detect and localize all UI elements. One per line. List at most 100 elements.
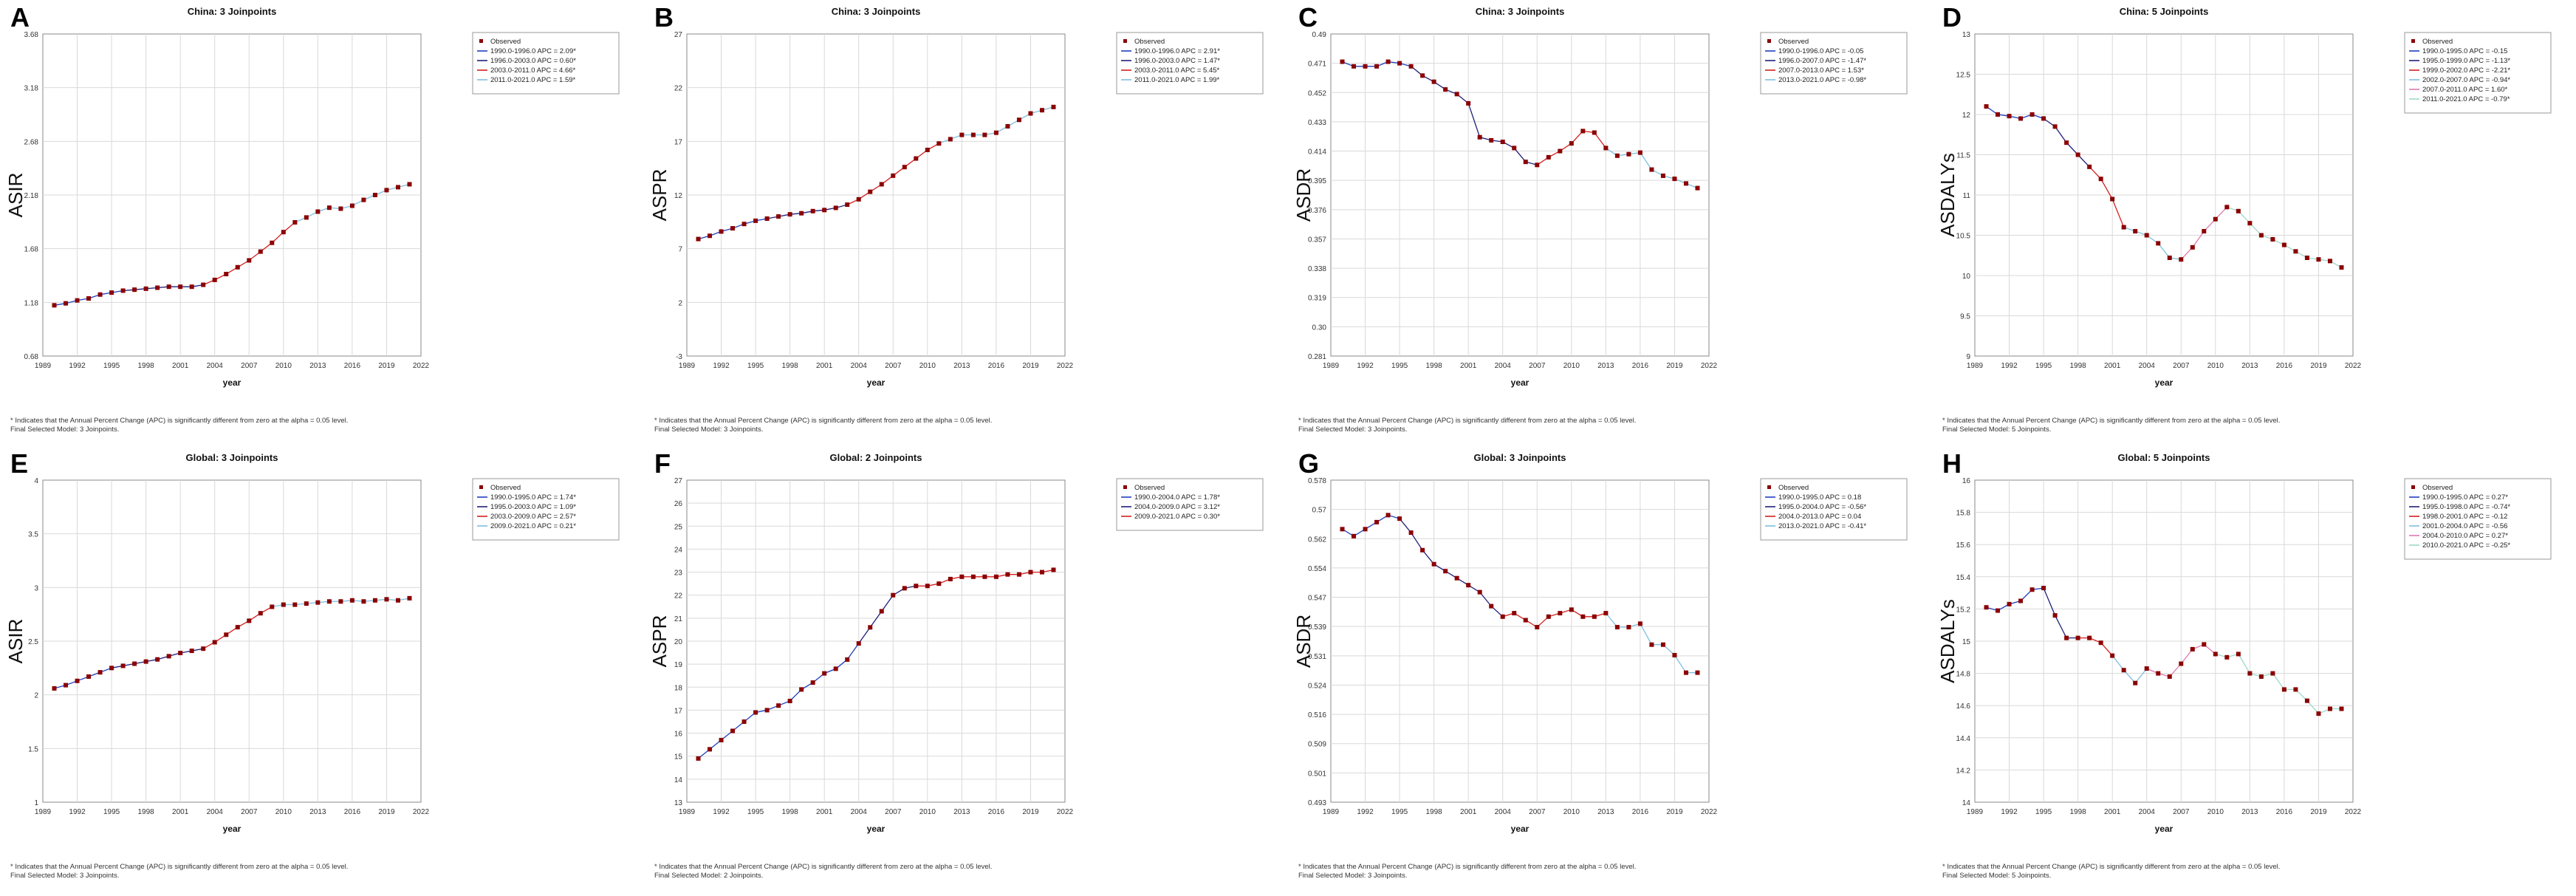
observed-point xyxy=(1363,527,1368,532)
footnote-apc: * Indicates that the Annual Percent Chan… xyxy=(1298,417,1636,425)
observed-point xyxy=(395,185,400,190)
y-tick-label: 0.30 xyxy=(1312,324,1327,332)
observed-point xyxy=(120,288,126,293)
x-tick-label: 2010 xyxy=(919,808,936,816)
observed-point xyxy=(2293,687,2298,692)
x-tick-label: 2010 xyxy=(275,362,292,370)
observed-point xyxy=(270,604,275,609)
observed-point xyxy=(1660,173,1665,178)
legend-entry: 2010.0-2021.0 APC = -0.25* xyxy=(2422,541,2510,550)
x-axis-label: year xyxy=(867,824,886,834)
observed-point xyxy=(349,203,354,208)
observed-point xyxy=(1352,533,1357,538)
observed-point xyxy=(2224,654,2230,660)
y-tick-label: 18 xyxy=(674,684,683,692)
observed-point xyxy=(925,147,930,152)
x-tick-label: 2019 xyxy=(1022,808,1039,816)
legend-observed-label: Observed xyxy=(2422,38,2453,46)
observed-point xyxy=(1454,92,1459,97)
y-axis-label: ASIR xyxy=(4,173,27,218)
x-tick-label: 2022 xyxy=(2345,362,2362,370)
observed-point xyxy=(1408,64,1414,69)
observed-point xyxy=(1535,625,1540,630)
observed-point xyxy=(2029,112,2035,117)
observed-point xyxy=(2281,242,2286,247)
x-tick-label: 1989 xyxy=(1967,362,1984,370)
chart-title: China: 3 Joinpoints xyxy=(832,6,921,17)
observed-point xyxy=(1039,108,1044,113)
y-tick-label: 0.501 xyxy=(1308,770,1326,778)
y-tick-label: 1.68 xyxy=(24,246,39,254)
chart-panel-g: G Global: 3 Joinpoints 0.493 0.501 0.509 0.51… xyxy=(1288,446,1932,892)
observed-point xyxy=(143,286,148,291)
legend-box xyxy=(1116,478,1264,531)
chart-panel-a: A China: 3 Joinpoints 0.68 1.18 1.68 2.18 2.68… xyxy=(0,0,644,446)
legend-entry: 2004.0-2010.0 APC = 0.27* xyxy=(2422,532,2508,540)
observed-point xyxy=(270,240,275,245)
observed-point xyxy=(64,301,69,306)
x-tick-label: 1998 xyxy=(2070,362,2087,370)
chart-panel-c: C China: 3 Joinpoints 0.281 0.30 0.319 0.338 0… xyxy=(1288,0,1932,446)
observed-point xyxy=(1454,575,1459,581)
x-tick-label: 2004 xyxy=(2139,808,2156,816)
x-tick-label: 2007 xyxy=(241,808,258,816)
footnote-model: Final Selected Model: 3 Joinpoints. xyxy=(10,872,119,880)
x-tick-label: 2004 xyxy=(851,808,868,816)
x-tick-label: 2007 xyxy=(885,808,902,816)
x-tick-label: 2019 xyxy=(2310,362,2327,370)
observed-point xyxy=(178,650,183,655)
observed-point xyxy=(959,132,965,137)
observed-point xyxy=(2258,674,2264,679)
panel-letter: G xyxy=(1298,448,1319,479)
observed-point xyxy=(764,708,770,713)
footnote-apc: * Indicates that the Annual Percent Chan… xyxy=(654,863,992,871)
plot-area xyxy=(1330,479,1710,803)
observed-point xyxy=(970,132,976,137)
observed-point xyxy=(2041,116,2046,121)
x-tick-label: 2010 xyxy=(919,362,936,370)
observed-point xyxy=(708,747,713,752)
legend-observed-label: Observed xyxy=(2422,484,2453,492)
observed-point xyxy=(2327,706,2332,711)
x-tick-label: 1989 xyxy=(1323,362,1340,370)
observed-point xyxy=(1340,59,1345,64)
y-axis-label: ASPR xyxy=(648,169,671,222)
observed-point xyxy=(109,666,114,671)
y-tick-label: 3 xyxy=(34,584,38,592)
legend-observed-marker xyxy=(1767,485,1771,489)
observed-point xyxy=(696,756,701,761)
observed-point xyxy=(1637,150,1642,155)
observed-point xyxy=(2087,164,2092,169)
observed-point xyxy=(2179,257,2184,262)
y-tick-label: 3.5 xyxy=(28,531,38,539)
observed-point xyxy=(2270,671,2275,676)
y-tick-label: 17 xyxy=(674,138,683,146)
x-tick-label: 2001 xyxy=(1460,808,1477,816)
observed-point xyxy=(2133,229,2138,234)
legend-entry: 1999.0-2002.0 APC = -2.21* xyxy=(2422,66,2510,75)
y-tick-label: 0.554 xyxy=(1308,565,1326,573)
observed-point xyxy=(902,586,907,591)
observed-point xyxy=(224,632,229,637)
legend-box xyxy=(2404,478,2552,560)
observed-point xyxy=(799,211,804,216)
y-axis-label: ASDR xyxy=(1292,615,1315,668)
observed-point xyxy=(2007,601,2012,606)
observed-point xyxy=(2304,698,2309,703)
chart-svg: G Global: 3 Joinpoints 0.493 0.501 0.509 0.51… xyxy=(1292,448,1908,880)
x-tick-label: 2022 xyxy=(1701,808,1718,816)
y-tick-label: 9 xyxy=(1966,353,1970,361)
observed-point xyxy=(1695,670,1700,675)
legend-box xyxy=(1116,32,1264,95)
legend-observed-marker xyxy=(1123,485,1127,489)
observed-point xyxy=(1984,605,1989,610)
y-tick-label: 15.2 xyxy=(1956,606,1971,614)
observed-point xyxy=(338,599,343,604)
observed-point xyxy=(155,657,160,662)
y-tick-label: 14.8 xyxy=(1956,671,1971,679)
observed-point xyxy=(1984,104,1989,109)
y-tick-label: 0.516 xyxy=(1308,711,1326,719)
observed-point xyxy=(1420,547,1425,553)
observed-point xyxy=(304,215,309,220)
y-tick-label: 0.493 xyxy=(1308,799,1326,807)
